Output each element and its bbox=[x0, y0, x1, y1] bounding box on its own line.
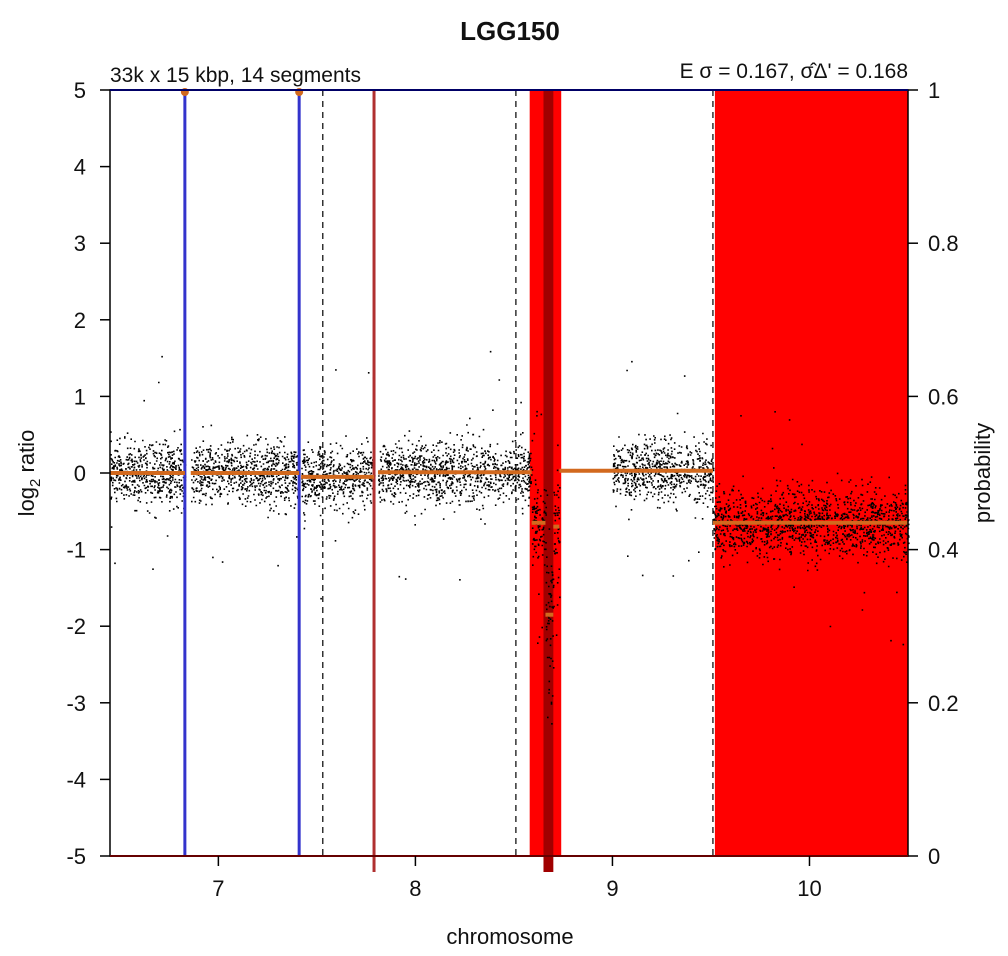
y-tick-label: -2 bbox=[66, 614, 86, 639]
loss-regions-layer bbox=[529, 90, 908, 856]
y-axis-label-sub: 2 bbox=[27, 479, 44, 487]
annotation-lines-layer bbox=[180, 88, 714, 872]
y-axis-label-rest: ratio bbox=[14, 430, 39, 479]
y-tick-label: 2 bbox=[74, 308, 86, 333]
y-tick-label: 3 bbox=[74, 231, 86, 256]
y2-tick-label: 0.2 bbox=[928, 691, 959, 716]
x-tick-label: 10 bbox=[797, 876, 821, 901]
y-tick-label: -4 bbox=[66, 767, 86, 792]
segments-layer bbox=[110, 468, 908, 617]
chart-subtitle-right: E σ = 0.167, σ̂Δ' = 0.168 bbox=[680, 60, 908, 83]
y-tick-label: 1 bbox=[74, 384, 86, 409]
y2-tick-label: 0.6 bbox=[928, 384, 959, 409]
y2-tick-label: 1 bbox=[928, 78, 940, 103]
y-tick-label: 0 bbox=[74, 461, 86, 486]
x-tick-label: 9 bbox=[606, 876, 618, 901]
y-axis-label-right: probability bbox=[970, 423, 995, 523]
chart-title: LGG150 bbox=[460, 16, 560, 46]
y2-tick-label: 0.4 bbox=[928, 538, 959, 563]
y-axis-label-left: log2 ratio bbox=[14, 430, 44, 517]
x-tick-label: 7 bbox=[212, 876, 224, 901]
y2-tick-label: 0.8 bbox=[928, 231, 959, 256]
x-tick-label: 8 bbox=[409, 876, 421, 901]
y-tick-label: 5 bbox=[74, 78, 86, 103]
loss-region-1 bbox=[714, 90, 908, 856]
deep-loss-region-0 bbox=[543, 90, 554, 856]
chart-subtitle-left: 33k x 15 kbp, 14 segments bbox=[110, 64, 361, 87]
y-tick-label: -1 bbox=[66, 538, 86, 563]
x-axis-label: chromosome bbox=[446, 924, 573, 949]
y2-tick-label: 0 bbox=[928, 844, 940, 869]
data-points-layer bbox=[110, 350, 910, 725]
y-tick-label: -5 bbox=[66, 844, 86, 869]
deep-loss-axis-mark-0 bbox=[543, 856, 554, 872]
y-tick-label: 4 bbox=[74, 155, 86, 180]
data-points bbox=[110, 350, 910, 725]
y-tick-label: -3 bbox=[66, 691, 86, 716]
y-axis-label-main: log bbox=[14, 487, 39, 516]
